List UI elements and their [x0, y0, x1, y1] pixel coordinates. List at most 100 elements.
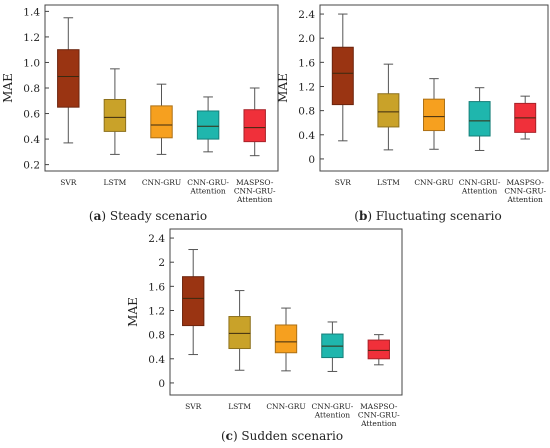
caption-part: (	[354, 209, 359, 223]
box-body	[103, 98, 127, 132]
box-maspso-cnn-gru-attention	[243, 87, 266, 157]
box-body	[57, 49, 80, 108]
x-category-label: CNN-GRU-Attention	[459, 178, 501, 196]
x-category-label-line: CNN-GRU-	[358, 411, 400, 420]
box-body	[377, 93, 400, 128]
x-category-label: LSTM	[103, 178, 126, 187]
box-cnn-gru-attention	[468, 87, 491, 151]
y-tick-label: 1.2	[148, 305, 165, 317]
plot-frame	[169, 228, 403, 396]
y-tick-label: 0.8	[148, 330, 165, 342]
y-tick-label: 1.2	[298, 81, 315, 93]
box-lstm	[103, 68, 127, 155]
x-category-label: SVR	[335, 178, 352, 187]
x-category-label-line: CNN-GRU-	[504, 187, 546, 196]
x-category-label: MASPSO-CNN-GRU-Attention	[358, 402, 400, 428]
box-body	[468, 101, 491, 137]
box-maspso-cnn-gru-attention	[514, 95, 537, 140]
x-category-label-line: Attention	[189, 187, 226, 196]
box-body	[423, 98, 445, 132]
x-category-label-line: Attention	[314, 411, 351, 420]
box-maspso-cnn-gru-attention	[367, 334, 390, 366]
box-svr	[331, 13, 354, 142]
y-tick-label: 0.8	[23, 83, 40, 95]
box-cnn-gru	[150, 83, 173, 155]
y-tick-label: 0.8	[298, 106, 315, 118]
panel-caption: (b) Fluctuating scenario	[354, 209, 501, 223]
x-category-label-line: MASPSO-	[507, 178, 545, 187]
y-tick-label: 0.4	[298, 130, 315, 142]
box-cnn-gru	[274, 307, 298, 372]
x-category-label-line: Attention	[236, 195, 273, 204]
y-tick-label: 2.4	[298, 9, 315, 21]
y-tick-label: 1.4	[23, 6, 40, 18]
x-category-label: MASPSO-CNN-GRU-Attention	[504, 178, 546, 204]
caption-part: (	[89, 209, 94, 223]
x-category-label: CNN-GRU	[142, 178, 181, 187]
y-tick-label: 0.4	[23, 134, 40, 146]
x-category-label-line: LSTM	[228, 402, 251, 411]
box-body	[331, 46, 354, 106]
box-body	[228, 316, 251, 350]
x-category-label: MASPSO-CNN-GRU-Attention	[234, 178, 276, 204]
box-svr	[182, 249, 205, 356]
caption-part: a	[94, 209, 102, 223]
x-category-label-line: CNN-GRU-	[312, 402, 354, 411]
x-category-label: CNN-GRU	[266, 402, 305, 411]
x-category-label-line: LSTM	[377, 178, 400, 187]
x-category-label: CNN-GRU-Attention	[187, 178, 229, 196]
y-tick-label: 2.0	[298, 33, 315, 45]
panel-caption: (c) Sudden scenario	[221, 429, 343, 443]
x-category-label-line: CNN-GRU-	[459, 178, 501, 187]
x-category-label-line: SVR	[60, 178, 77, 187]
x-category-label-line: CNN-GRU	[414, 178, 453, 187]
x-category-label-line: MASPSO-	[360, 402, 398, 411]
y-tick-label: 1.6	[148, 281, 165, 293]
y-axis-label: MAE	[126, 297, 140, 327]
x-category-label: CNN-GRU	[414, 178, 453, 187]
chart-panel-c: 0 0.4 0.8 1.2 1.6 2 2.4 MAE SVR LSTM CNN-GRU CNN-GR…	[126, 228, 403, 443]
x-category-label-line: Attention	[507, 195, 544, 204]
x-category-label-line: Attention	[461, 187, 498, 196]
box-body	[243, 109, 266, 143]
x-category-label-line: Attention	[360, 419, 397, 428]
x-category-label: SVR	[185, 402, 202, 411]
y-tick-label: 2.4	[148, 233, 165, 245]
box-cnn-gru-attention	[321, 321, 344, 372]
caption-part: ) Steady scenario	[101, 209, 207, 223]
caption-part: c	[226, 429, 233, 443]
box-svr	[57, 17, 80, 144]
box-cnn-gru	[423, 78, 445, 150]
box-body	[182, 276, 205, 327]
x-category-label-line: LSTM	[103, 178, 126, 187]
y-tick-label: 0.4	[148, 354, 165, 366]
caption-part: (	[221, 429, 226, 443]
caption-part: b	[359, 209, 367, 223]
x-category-label-line: SVR	[335, 178, 352, 187]
y-tick-label: 2	[158, 257, 165, 269]
y-tick-label: 1.6	[298, 57, 315, 69]
box-lstm	[228, 290, 251, 371]
y-axis-label: MAE	[276, 73, 290, 103]
box-cnn-gru-attention	[196, 96, 220, 153]
panel-caption: (a) Steady scenario	[89, 209, 207, 223]
y-tick-label: 0.2	[23, 160, 40, 172]
box-lstm	[377, 63, 400, 151]
x-category-label-line: CNN-GRU-	[187, 178, 229, 187]
box-body	[274, 324, 298, 354]
x-category-label-line: CNN-GRU	[142, 178, 181, 187]
chart-panel-b: 0 0.4 0.8 1.2 1.6 2.0 2.4 MAE SVR LSTM CNN-GRU CNN-…	[276, 4, 549, 223]
y-tick-label: 1.0	[23, 57, 40, 69]
chart-panel-a: 0.2 0.4 0.6 0.8 1.0 1.2 1.4 MAE SVR LSTM CNN-GRU CN…	[1, 4, 279, 223]
y-axis-label: MAE	[1, 73, 15, 103]
box-body	[150, 105, 173, 139]
y-tick-label: 0.6	[23, 109, 40, 121]
plot-frame	[319, 4, 549, 172]
box-body	[367, 339, 390, 360]
y-tick-label: 0	[308, 154, 315, 166]
caption-part: ) Fluctuating scenario	[367, 209, 501, 223]
x-category-label-line: SVR	[185, 402, 202, 411]
x-category-label: LSTM	[377, 178, 400, 187]
caption-part: ) Sudden scenario	[233, 429, 343, 443]
